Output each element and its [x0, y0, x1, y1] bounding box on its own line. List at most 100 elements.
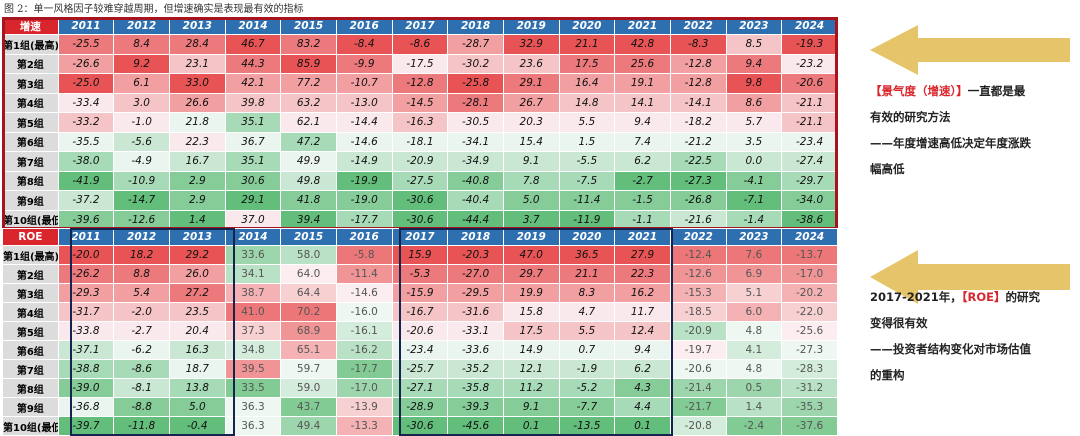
- cell: -21.6: [669, 209, 727, 230]
- cell: 26.7: [502, 92, 560, 113]
- cell: 15.8: [502, 302, 560, 322]
- cell: 9.8: [725, 73, 783, 94]
- cell: 3.5: [725, 131, 783, 152]
- cell: -30.5: [447, 112, 504, 133]
- note-line: 【景气度（增速）】一直都是最: [870, 78, 1031, 104]
- note-text: 【景气度（增速）】: [870, 84, 968, 98]
- cell: -27.3: [669, 170, 727, 191]
- row-label: 第4组: [2, 302, 59, 322]
- cell: -30.6: [391, 190, 449, 211]
- cell: 29.1: [224, 190, 282, 211]
- cell: 4.8: [725, 359, 783, 379]
- row-label: 第8组: [2, 170, 59, 191]
- cell: 19.1: [614, 73, 671, 94]
- year-header: 2023: [725, 17, 783, 35]
- note-line: ——投资者结构变化对市场估值: [870, 336, 1040, 362]
- year-header: 2021: [614, 228, 671, 246]
- cell: 6.1: [113, 73, 170, 94]
- cell: 5.4: [113, 283, 170, 303]
- year-header: 2022: [669, 228, 727, 246]
- cell: -2.7: [113, 321, 170, 341]
- cell: 27.9: [614, 245, 671, 265]
- cell: -1.1: [614, 209, 671, 230]
- cell: -11.9: [558, 209, 616, 230]
- year-header: 2011: [57, 228, 115, 246]
- note-line: 幅高低: [870, 156, 1031, 182]
- note-text: 【ROE】: [961, 290, 1006, 304]
- cell: -11.4: [558, 190, 616, 211]
- cell: -25.8: [447, 73, 504, 94]
- cell: 37.3: [224, 321, 282, 341]
- year-header: 2015: [280, 228, 337, 246]
- cell: -25.7: [391, 359, 449, 379]
- cell: -6.2: [113, 340, 170, 360]
- cell: 17.5: [502, 321, 560, 341]
- cell: -1.9: [558, 359, 616, 379]
- cell: 43.7: [280, 397, 337, 417]
- year-header: 2012: [113, 228, 170, 246]
- cell: -14.1: [669, 92, 727, 113]
- cell: -23.2: [781, 53, 838, 74]
- cell: -16.2: [335, 340, 393, 360]
- cell: 21.1: [558, 264, 616, 284]
- cell: -27.3: [781, 340, 838, 360]
- note-text: 一直都是最: [967, 84, 1026, 98]
- cell: -21.4: [669, 378, 727, 398]
- cell: -8.3: [669, 34, 727, 55]
- cell: -1.4: [725, 209, 783, 230]
- cell: -40.4: [447, 190, 504, 211]
- data-table: ROE 2011 2012 2013 2014 2015 2016 2017 2018 2019 2…: [2, 228, 838, 436]
- cell: -7.1: [725, 190, 783, 211]
- year-header: 2016: [335, 17, 393, 35]
- data-row: 第9组 -36.8 -8.8 5.0 36.3 43.7 -13.9 -28.9 -39.3 9.…: [2, 397, 838, 417]
- cell: 37.0: [224, 209, 282, 230]
- cell: 6.0: [725, 302, 783, 322]
- cell: 18.2: [113, 245, 170, 265]
- cell: -31.6: [447, 302, 504, 322]
- cell: -27.1: [391, 378, 449, 398]
- cell: -19.9: [335, 170, 393, 191]
- year-header: 2024: [781, 228, 838, 246]
- cell: -5.5: [558, 151, 616, 172]
- arrow: [870, 250, 1070, 304]
- cell: 9.1: [502, 397, 560, 417]
- cell: -23.4: [391, 340, 449, 360]
- cell: -20.8: [669, 416, 727, 436]
- header-row: 增速 2011 2012 2013 2014 2015 2016 2017 2018 2019 20…: [2, 17, 838, 35]
- cell: -20.6: [669, 359, 727, 379]
- cell: -18.5: [669, 302, 727, 322]
- cell: -12.4: [669, 245, 727, 265]
- cell: 7.4: [614, 131, 671, 152]
- year-header: 2017: [391, 228, 449, 246]
- cell: 18.7: [168, 359, 226, 379]
- cell: 5.0: [168, 397, 226, 417]
- note: 2017-2021年，【ROE】的研究 变得很有效 ——投资者结构变化对市场估值 的重…: [870, 284, 1040, 388]
- data-row: 第9组 -37.2 -14.7 2.9 29.1 41.8 -19.0 -30.6 -40.4 5…: [2, 190, 838, 211]
- note-line: 2017-2021年，【ROE】的研究: [870, 284, 1040, 310]
- data-row: 第5组 -33.8 -2.7 20.4 37.3 68.9 -16.1 -20.6 -33.1 1…: [2, 321, 838, 341]
- cell: 39.4: [280, 209, 337, 230]
- cell: -14.6: [335, 131, 393, 152]
- cell: -20.9: [669, 321, 727, 341]
- cell: -34.0: [781, 190, 838, 211]
- cell: -2.4: [725, 416, 783, 436]
- data-row: 第6组 -35.5 -5.6 22.3 36.7 47.2 -14.6 -18.1 -34.1 1…: [2, 131, 838, 152]
- cell: -13.7: [781, 245, 838, 265]
- cell: 19.9: [502, 283, 560, 303]
- cell: 68.9: [280, 321, 337, 341]
- row-label: 第3组: [2, 283, 59, 303]
- cell: 36.3: [224, 416, 282, 436]
- cell: -22.5: [669, 151, 727, 172]
- cell: -12.6: [113, 209, 170, 230]
- cell: -25.6: [781, 321, 838, 341]
- page: 图 2：单一风格因子较难穿越周期，但增速确实是表现最有效的指标 (() => {…: [2, 4, 1070, 436]
- row-label: 第7组: [2, 359, 59, 379]
- cell: -28.7: [447, 34, 504, 55]
- cell: -11.4: [335, 264, 393, 284]
- cell: 5.5: [558, 112, 616, 133]
- cell: 34.8: [224, 340, 282, 360]
- cell: 64.0: [280, 264, 337, 284]
- corner-cell: 增速: [2, 17, 59, 35]
- header-row: ROE 2011 2012 2013 2014 2015 2016 2017 2018 2019 2…: [2, 228, 838, 246]
- cell: -17.7: [335, 359, 393, 379]
